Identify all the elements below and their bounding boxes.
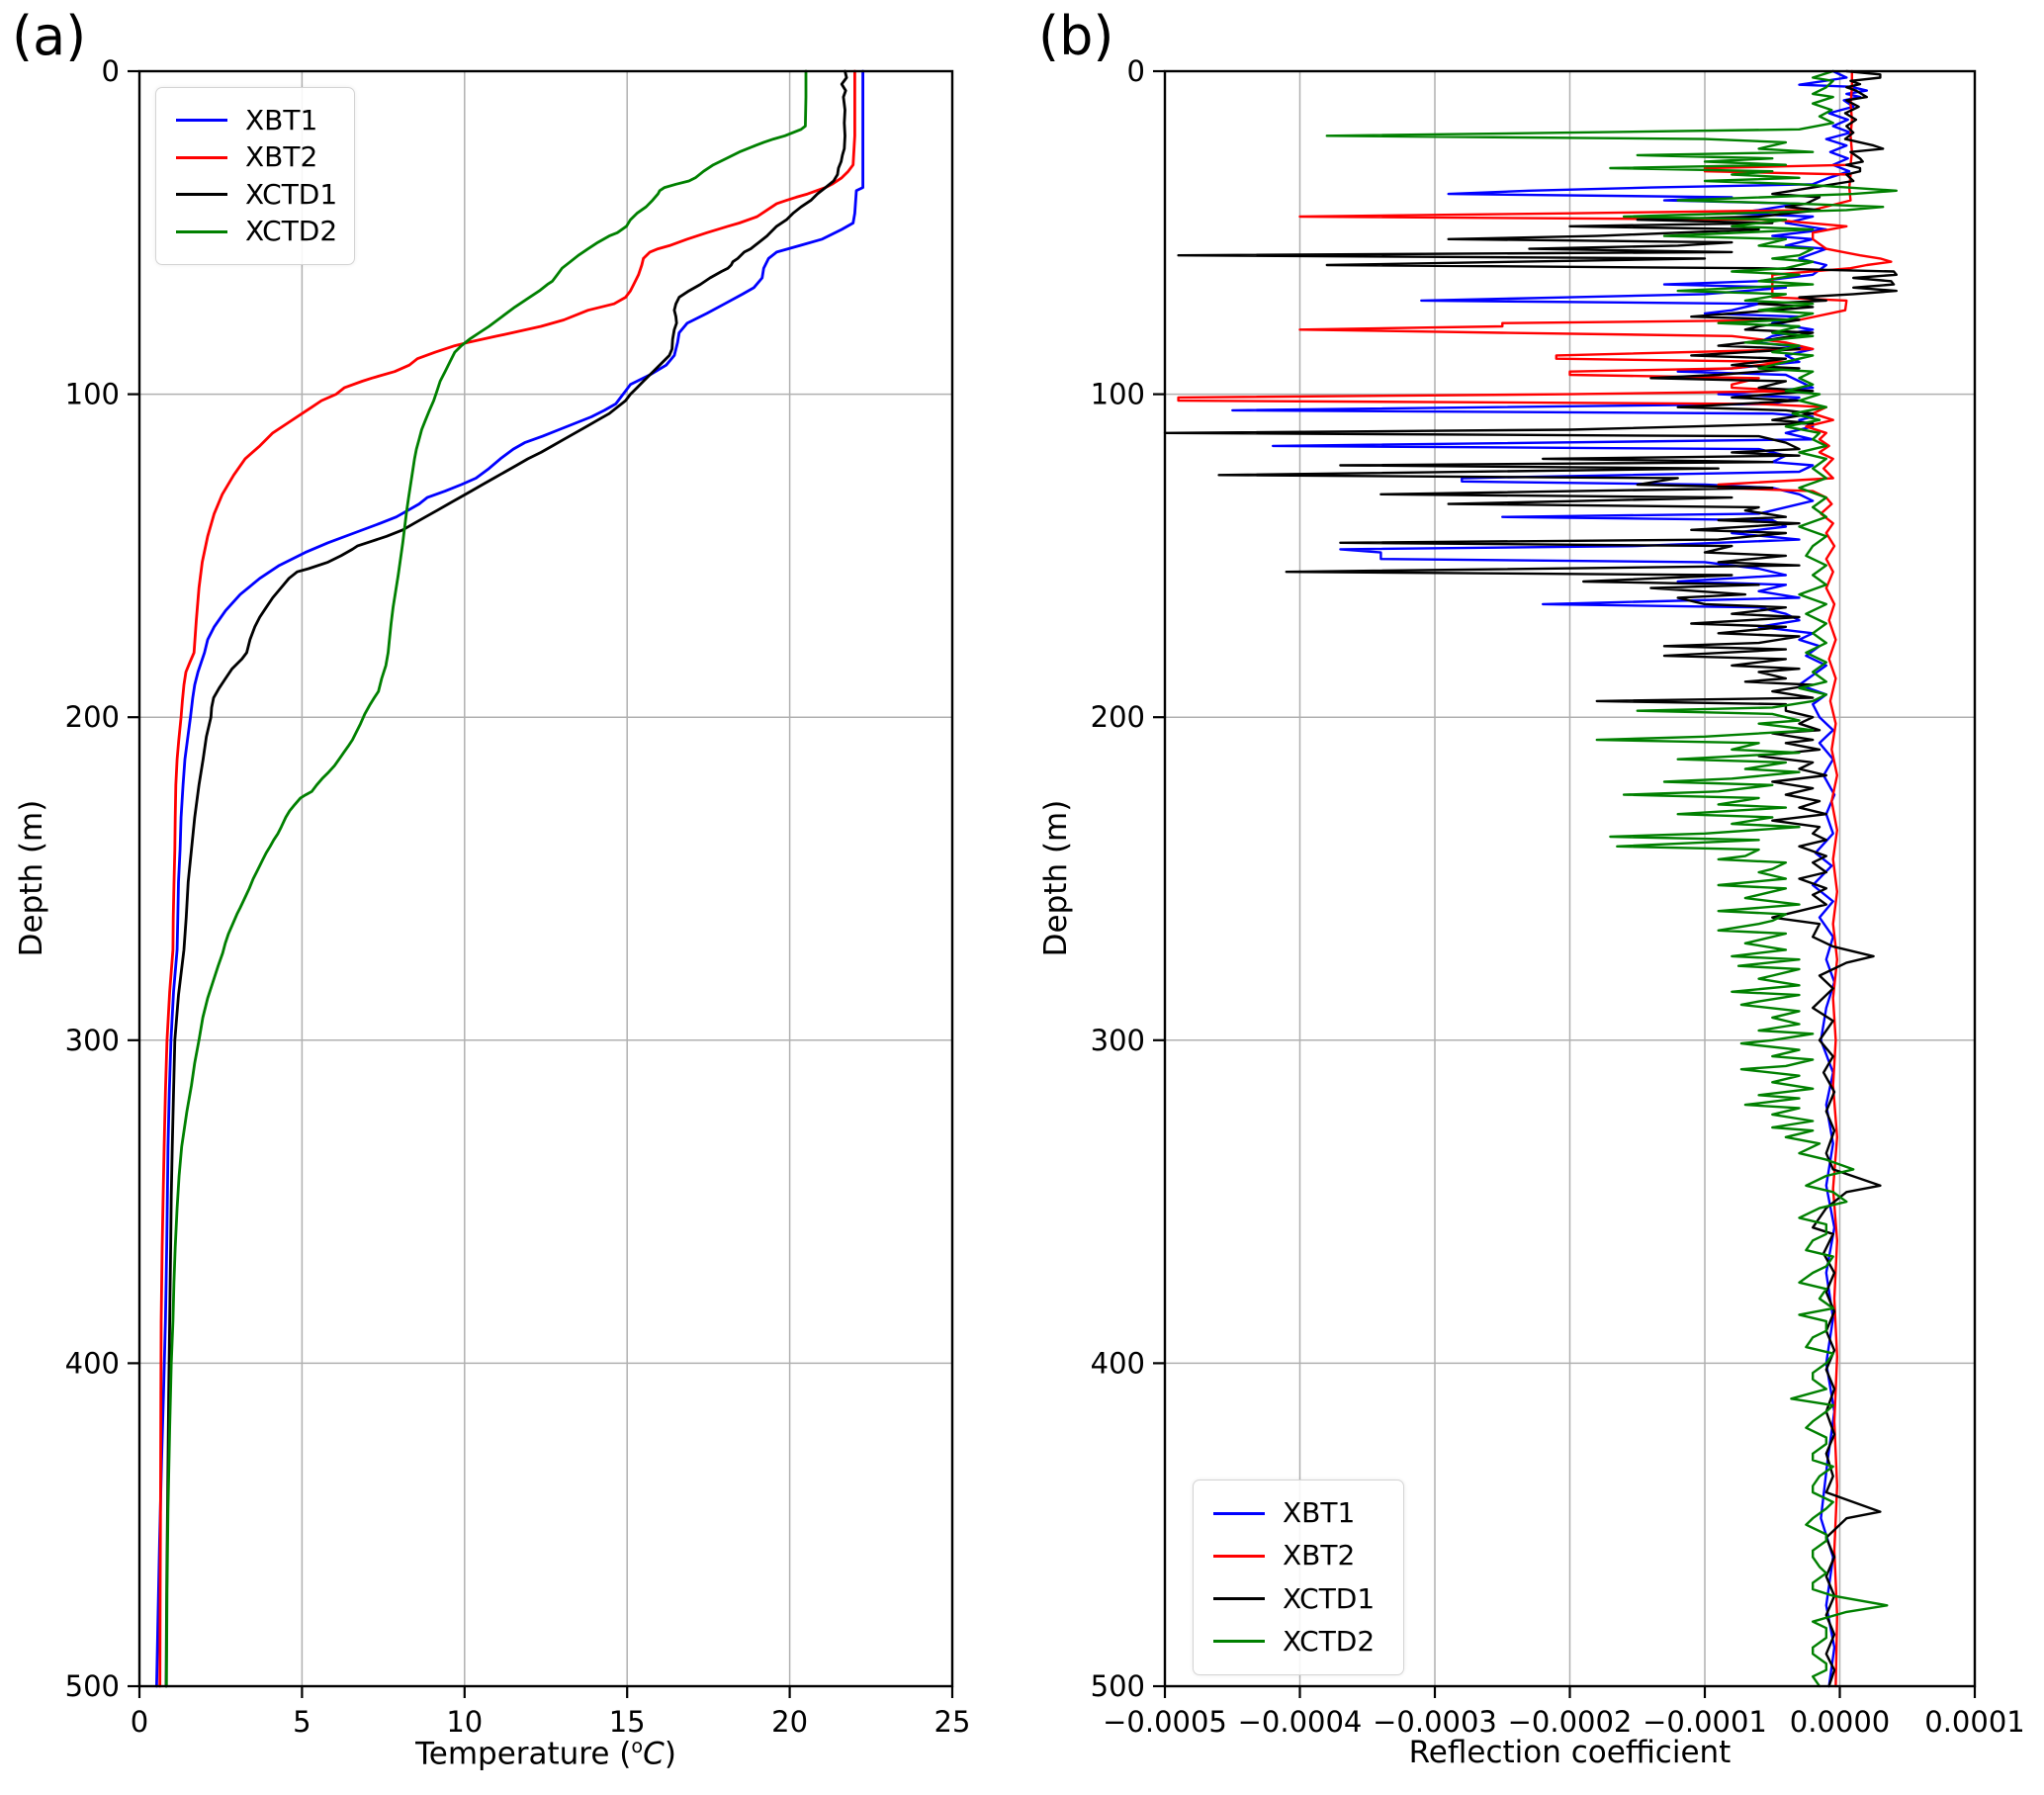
legend-entry-XCTD1: XCTD1 <box>1213 1580 1383 1618</box>
panel-b-label: (b) <box>1038 5 1114 67</box>
legend-label-XCTD1: XCTD1 <box>1283 1581 1376 1615</box>
x-tick-label: 25 <box>934 1705 971 1739</box>
legend-swatch-XCTD1 <box>1213 1597 1265 1601</box>
y-axis-label-depth-b: Depth (m) <box>1038 799 1074 957</box>
x-tick-label: 10 <box>446 1705 483 1739</box>
series-line-XBT1 <box>154 69 864 1688</box>
y-tick-label: 300 <box>65 1024 120 1057</box>
y-tick-label: 200 <box>65 700 120 734</box>
series-line-XCTD1 <box>1163 69 1899 1688</box>
legend-panel-a: XBT1 XBT2 XCTD1 XCTD2 <box>155 87 355 265</box>
series-line-XBT1 <box>1231 69 1869 1688</box>
x-axis-label-temperature: Temperature (oC) <box>415 1735 676 1772</box>
panel-a-label: (a) <box>12 5 87 67</box>
plot-border <box>137 69 954 1688</box>
x-tick-label: −0.0005 <box>1103 1705 1227 1739</box>
legend-entry-XBT1: XBT1 <box>176 102 334 139</box>
legend-label-XCTD2: XCTD2 <box>1283 1624 1376 1658</box>
x-tick-label: 0 <box>131 1705 148 1739</box>
y-axis-label-depth-a: Depth (m) <box>14 799 49 957</box>
y-tick-label: 200 <box>1091 700 1145 734</box>
x-tick-label: −0.0004 <box>1238 1705 1363 1739</box>
legend-label-XBT1: XBT1 <box>1283 1496 1356 1529</box>
series-line-XCTD2 <box>1325 69 1899 1688</box>
x-axis-label-reflection-coefficient: Reflection coefficient <box>1408 1735 1732 1770</box>
x-tick-label: 20 <box>771 1705 808 1739</box>
x-tick-label: −0.0003 <box>1373 1705 1497 1739</box>
legend-entry-XBT2: XBT2 <box>1213 1537 1383 1574</box>
x-tick-label: 0.0000 <box>1790 1705 1890 1739</box>
legend-swatch-XCTD2 <box>176 229 227 233</box>
x-tick-label: 15 <box>609 1705 646 1739</box>
x-tick-label: 0.0001 <box>1924 1705 2024 1739</box>
x-tick-label: −0.0002 <box>1508 1705 1633 1739</box>
series-line-XCTD1 <box>164 69 848 1688</box>
legend-entry-XCTD2: XCTD2 <box>176 214 338 251</box>
y-tick-label: 300 <box>1091 1024 1145 1057</box>
y-tick-label: 0 <box>102 54 120 88</box>
y-tick-label: 100 <box>1091 378 1145 411</box>
y-tick-label: 100 <box>65 378 120 411</box>
legend-swatch-XBT2 <box>1213 1554 1265 1558</box>
legend-swatch-XCTD1 <box>176 193 227 197</box>
legend-swatch-XBT1 <box>1213 1511 1265 1515</box>
y-tick-label: 0 <box>1127 54 1145 88</box>
legend-label-XBT2: XBT2 <box>245 140 318 174</box>
series-line-XBT2 <box>1177 69 1893 1688</box>
legend-entry-XCTD2: XCTD2 <box>1213 1623 1383 1660</box>
legend-entry-XBT2: XBT2 <box>176 139 334 177</box>
legend-swatch-XCTD2 <box>1213 1640 1265 1644</box>
series-line-XBT2 <box>158 69 856 1688</box>
y-tick-label: 400 <box>1091 1346 1145 1380</box>
legend-entry-XBT1: XBT1 <box>1213 1494 1383 1532</box>
legend-swatch-XBT2 <box>176 155 227 159</box>
legend-panel-b: XBT1 XBT2 XCTD1 XCTD2 <box>1193 1480 1404 1675</box>
legend-entry-XCTD1: XCTD1 <box>176 176 338 214</box>
legend-label-XCTD2: XCTD2 <box>245 215 338 248</box>
series-line-XCTD2 <box>164 69 808 1688</box>
y-tick-label: 500 <box>1091 1669 1145 1703</box>
x-tick-label: −0.0001 <box>1643 1705 1767 1739</box>
legend-label-XBT1: XBT1 <box>245 103 318 136</box>
legend-label-XCTD1: XCTD1 <box>245 177 338 211</box>
legend-swatch-XBT1 <box>176 119 227 123</box>
x-tick-label: 5 <box>293 1705 311 1739</box>
y-tick-label: 400 <box>65 1346 120 1380</box>
y-tick-label: 500 <box>65 1669 120 1703</box>
legend-label-XBT2: XBT2 <box>1283 1539 1356 1572</box>
